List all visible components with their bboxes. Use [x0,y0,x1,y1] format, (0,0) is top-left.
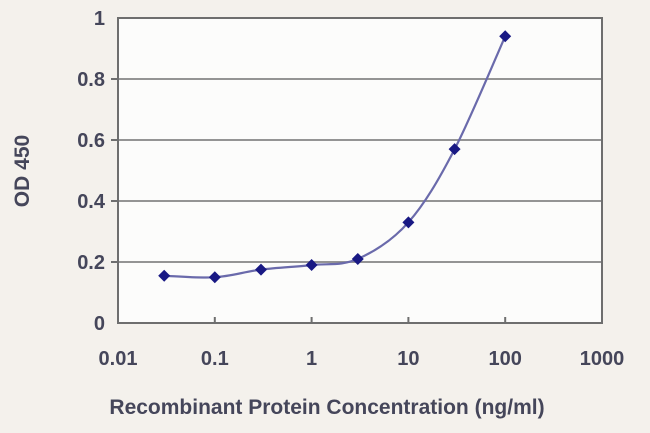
plot-border [117,17,603,324]
plot-area [118,18,602,323]
x-tick-label: 1 [306,348,317,370]
y-axis-title: OD 450 [11,135,34,207]
x-tick-label: 1000 [580,348,625,370]
x-tick-label: 10 [397,348,419,370]
y-tick-label: 0.6 [77,130,105,152]
x-tick-label: 100 [489,348,522,370]
data-point-marker [499,30,512,43]
data-point-marker [448,143,461,156]
y-tick-label: 0.8 [77,69,105,91]
x-tick-label: 0.01 [99,348,138,370]
y-tick-label: 0 [94,313,105,335]
data-point-marker [158,269,171,282]
x-axis-title: Recombinant Protein Concentration (ng/ml… [109,396,544,419]
data-point-marker [305,259,318,272]
data-point-marker [402,216,415,229]
x-tick-label: 0.1 [201,348,229,370]
y-tick-label: 0.2 [77,252,105,274]
data-point-marker [208,271,221,284]
data-point-marker [351,252,364,265]
y-tick-label: 0.4 [77,191,106,213]
y-tick-label: 1 [94,8,105,30]
data-point-marker [254,263,267,276]
plot-layer: 0 0.2 0.4 0.6 0.8 1 0.01 0.1 1 10 100 1000 [77,8,624,370]
